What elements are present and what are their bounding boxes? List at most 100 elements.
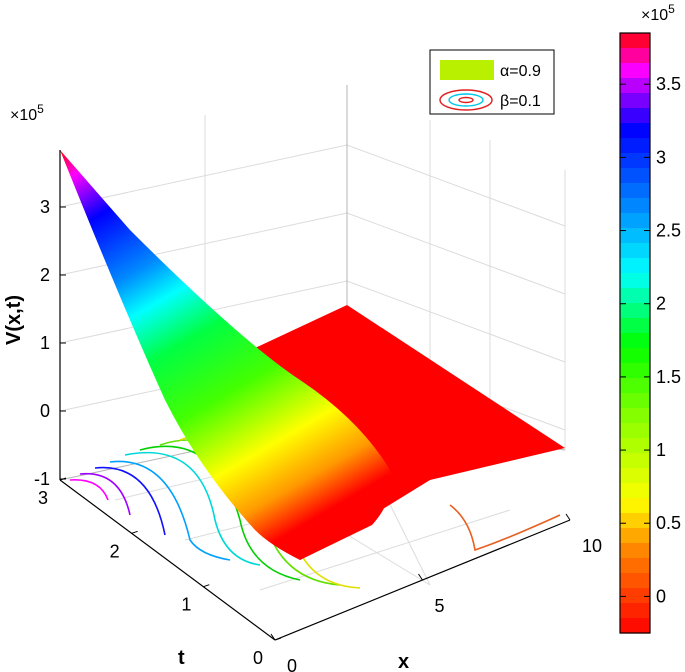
z-tick-label: 0 xyxy=(40,401,50,421)
t-tick-label: 0 xyxy=(253,648,263,668)
t-tick-label: 2 xyxy=(110,541,120,561)
colorbar-frame xyxy=(619,32,651,634)
t-tick-label: 3 xyxy=(38,488,48,508)
colorbar-band xyxy=(620,183,650,199)
colorbar-band xyxy=(620,48,650,64)
colorbar-multiplier-exp: 5 xyxy=(668,2,675,16)
z-ticks: -1 0 1 2 3 xyxy=(34,197,66,489)
colorbar-band xyxy=(620,273,650,289)
colorbar-multiplier: ×105 xyxy=(641,2,675,24)
colorbar-band xyxy=(620,93,650,109)
colorbar-band xyxy=(620,123,650,139)
colorbar-band xyxy=(620,153,650,169)
colorbar-tick-label: 2.5 xyxy=(656,221,681,241)
t-ticks: 0 1 2 3 xyxy=(38,477,282,668)
z-tick-label: 3 xyxy=(40,197,50,217)
x-tick-mark xyxy=(418,573,423,581)
legend-label-beta: β=0.1 xyxy=(500,93,541,110)
colorbar-band xyxy=(620,438,650,454)
colorbar-tick-label: 0.5 xyxy=(656,513,681,533)
grid-line xyxy=(346,280,566,363)
colorbar-band xyxy=(620,243,650,259)
colorbar-tick-label: 2 xyxy=(656,294,666,314)
x-axis-label: x xyxy=(398,651,409,672)
colorbar-multiplier-base: ×10 xyxy=(641,7,668,24)
t-tick-mark xyxy=(59,477,67,481)
x-tick-mark xyxy=(565,513,571,521)
t-tick-mark xyxy=(131,530,138,534)
surface-slope xyxy=(60,150,391,560)
colorbar-band xyxy=(620,408,650,424)
colorbar-band xyxy=(620,573,650,589)
x-tick-mark xyxy=(270,633,276,641)
legend-swatch-beta xyxy=(439,89,493,111)
colorbar-band xyxy=(620,468,650,484)
colorbar-band xyxy=(620,618,650,634)
colorbar-tick-label: 3 xyxy=(656,147,666,167)
colorbar-band xyxy=(620,588,650,604)
colorbar-tick-label: 1.5 xyxy=(656,367,681,387)
colorbar-band xyxy=(620,423,650,439)
legend-swatch-alpha xyxy=(440,60,494,80)
z-axis-label: V(x,t) xyxy=(3,295,25,345)
t-axis-line xyxy=(59,479,276,641)
colorbar-band xyxy=(620,603,650,619)
colorbar-band xyxy=(620,513,650,529)
z-multiplier: ×105 xyxy=(10,102,44,124)
colorbar-band xyxy=(620,543,650,559)
colorbar-band xyxy=(620,213,650,229)
colorbar-band xyxy=(620,168,650,184)
colorbar-band xyxy=(620,258,650,274)
grid-line xyxy=(346,212,566,295)
colorbar-band xyxy=(620,288,650,304)
t-tick-mark xyxy=(203,584,210,588)
colorbar-band xyxy=(620,363,650,379)
colorbar-band xyxy=(620,78,650,94)
z-tick-label: 2 xyxy=(40,265,50,285)
legend: α=0.9 β=0.1 xyxy=(429,49,555,115)
colorbar-band xyxy=(620,453,650,469)
colorbar-band xyxy=(620,528,650,544)
colorbar-band xyxy=(620,138,650,154)
z-multiplier-exp: 5 xyxy=(37,102,44,116)
colorbar-band xyxy=(620,483,650,499)
contour-line xyxy=(449,504,561,552)
colorbar-tick-label: 3.5 xyxy=(656,74,681,94)
contour-line xyxy=(139,445,301,581)
t-tick-label: 1 xyxy=(181,595,191,615)
colorbar-band xyxy=(620,198,650,214)
x-tick-label: 10 xyxy=(582,536,602,556)
t-axis-label: t xyxy=(178,647,185,669)
grid-line xyxy=(259,509,511,591)
x-tick-label: 5 xyxy=(435,596,445,616)
colorbar-band xyxy=(620,348,650,364)
colorbar-band xyxy=(620,333,650,349)
colorbar-band xyxy=(620,393,650,409)
colorbar-band xyxy=(620,318,650,334)
colorbar-tick-label: 1 xyxy=(656,440,666,460)
contour-line xyxy=(69,479,109,501)
colorbar-band xyxy=(620,108,650,124)
contour-line xyxy=(94,466,166,536)
z-tick-label: 1 xyxy=(40,333,50,353)
x-tick-label: 0 xyxy=(287,656,297,672)
colorbar-band xyxy=(620,63,650,79)
contour-line xyxy=(79,472,131,516)
colorbar-band xyxy=(620,378,650,394)
contour-line xyxy=(109,460,231,561)
grid-line xyxy=(59,144,348,208)
colorbar-band xyxy=(620,498,650,514)
colorbar-band xyxy=(620,228,650,244)
colorbar-band xyxy=(620,303,650,319)
legend-label-alpha: α=0.9 xyxy=(500,63,541,80)
contour-line xyxy=(124,451,261,566)
z-tick-label: -1 xyxy=(34,469,50,489)
x-ticks: 0 5 10 xyxy=(270,513,602,672)
colorbar-band xyxy=(620,33,650,49)
colorbar-tick-label: 0 xyxy=(656,586,666,606)
colorbar-ticks: 0 0.5 1 1.5 2 2.5 3 3.5 xyxy=(620,74,681,606)
colorbar: 0 0.5 1 1.5 2 2.5 3 3.5 ×105 xyxy=(619,2,681,634)
colorbar-band xyxy=(620,558,650,574)
grid-line xyxy=(346,144,566,227)
